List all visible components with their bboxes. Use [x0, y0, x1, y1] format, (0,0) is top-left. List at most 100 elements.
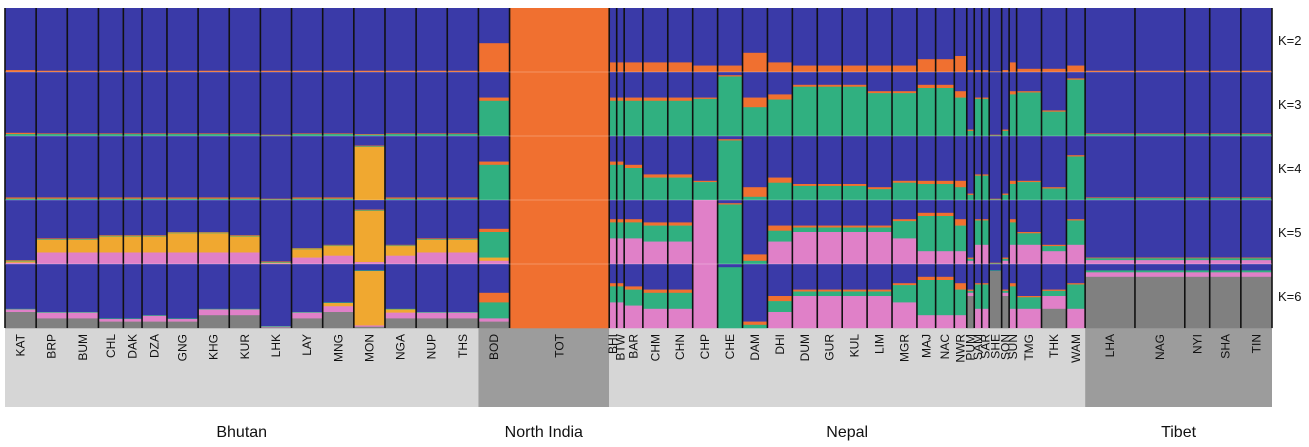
bar-segment — [667, 100, 694, 137]
bar-segment — [867, 136, 893, 188]
bar-segment — [322, 8, 355, 72]
bar-segment — [1041, 289, 1067, 292]
bar-segment — [322, 134, 355, 137]
bar-segment — [260, 263, 292, 265]
bar-segment — [742, 8, 768, 54]
bar-segment — [974, 136, 983, 175]
bar-segment — [123, 197, 143, 200]
bar-segment — [935, 200, 955, 214]
bar-segment — [1009, 91, 1018, 95]
bar-segment — [792, 264, 818, 290]
bar-segment — [67, 200, 99, 239]
population-bar-sha — [1209, 8, 1242, 329]
bar-segment — [954, 136, 968, 182]
bar-segment — [1240, 70, 1273, 73]
bar-segment — [353, 210, 386, 263]
bar-segment — [447, 70, 479, 73]
population-label-maj: MAJ — [919, 334, 933, 358]
bar-segment — [447, 312, 479, 313]
bar-segment — [792, 232, 818, 265]
bar-segment — [642, 308, 669, 329]
population-label-mgr: MGR — [898, 334, 912, 362]
bar-segment — [322, 197, 355, 200]
bar-segment — [1184, 257, 1211, 259]
bar-segment — [1009, 62, 1018, 73]
bar-segment — [642, 177, 669, 201]
bar-segment — [717, 139, 743, 141]
bar-segment — [1184, 258, 1211, 261]
bar-segment — [616, 100, 625, 137]
bar-segment — [5, 260, 37, 262]
bar-segment — [384, 308, 417, 310]
bar-segment — [36, 70, 68, 73]
bar-segment — [291, 312, 324, 319]
bar-segment — [892, 219, 918, 222]
bar-segment — [1066, 136, 1086, 156]
population-label-chn: CHN — [673, 334, 687, 360]
bar-segment — [291, 248, 324, 249]
bar-segment — [142, 252, 168, 265]
population-label-bod: BOD — [487, 334, 501, 360]
bar-segment — [1184, 72, 1211, 134]
bar-segment — [1041, 308, 1067, 329]
population-bar-btw — [616, 8, 625, 329]
bar-segment — [1041, 188, 1067, 201]
bar-segment — [478, 100, 510, 137]
bar-segment — [1209, 276, 1242, 329]
population-labels: KAT BRP BUM CHL DAK DZA GNG KHG KUR LHK LAY MNG MON N… — [14, 333, 1264, 363]
bar-segment — [981, 264, 990, 284]
bar-segment — [1240, 257, 1273, 259]
bar-segment — [142, 200, 168, 236]
bar-segment — [67, 8, 99, 72]
bar-segment — [867, 93, 893, 137]
bar-segment — [616, 8, 625, 63]
bar-segment — [36, 239, 68, 240]
bar-segment — [416, 318, 448, 329]
bar-segment — [36, 133, 68, 135]
bar-segment — [229, 264, 261, 310]
bar-segment — [667, 62, 694, 73]
bar-segment — [817, 8, 843, 66]
bar-segment — [916, 84, 937, 89]
bar-segment — [1066, 72, 1086, 79]
bar-segment — [291, 257, 324, 265]
bar-segment — [1085, 270, 1136, 273]
bar-segment — [142, 264, 168, 316]
population-bar-dam — [742, 8, 768, 329]
bar-segment — [767, 225, 793, 232]
bar-segment — [322, 200, 355, 246]
bar-segment — [842, 289, 868, 292]
bar-segment — [642, 72, 669, 98]
bar-segment — [616, 238, 625, 265]
bar-segment — [892, 65, 918, 73]
bar-segment — [1134, 264, 1186, 271]
bar-segment — [981, 72, 990, 98]
bar-segment — [974, 219, 983, 221]
bar-segment — [478, 292, 510, 303]
bar-segment — [609, 238, 618, 265]
bar-segment — [36, 318, 68, 329]
bar-segment — [1184, 264, 1211, 271]
region-band-tibet — [1085, 328, 1272, 407]
bar-segment — [616, 97, 625, 102]
bar-segment — [98, 70, 124, 73]
k-labels: K=2 K=3 K=4 K=5 K=6 — [1278, 33, 1302, 304]
population-label-tot: TOT — [552, 333, 566, 357]
bar-segment — [166, 198, 199, 201]
bar-segment — [792, 296, 818, 329]
bar-segment — [1041, 290, 1067, 297]
bar-segment — [692, 65, 719, 73]
bar-segment — [935, 315, 955, 329]
bar-segment — [966, 292, 975, 297]
bar-segment — [36, 312, 68, 313]
bar-segment — [767, 94, 793, 100]
bar-segment — [1066, 156, 1086, 201]
bar-segment — [5, 197, 37, 200]
bar-segment — [692, 136, 719, 182]
bar-segment — [935, 8, 955, 60]
population-bar-kat — [5, 8, 37, 329]
bar-segment — [198, 200, 230, 233]
bar-segment — [817, 136, 843, 185]
bar-segment — [384, 70, 417, 73]
bar-segment — [624, 289, 644, 306]
